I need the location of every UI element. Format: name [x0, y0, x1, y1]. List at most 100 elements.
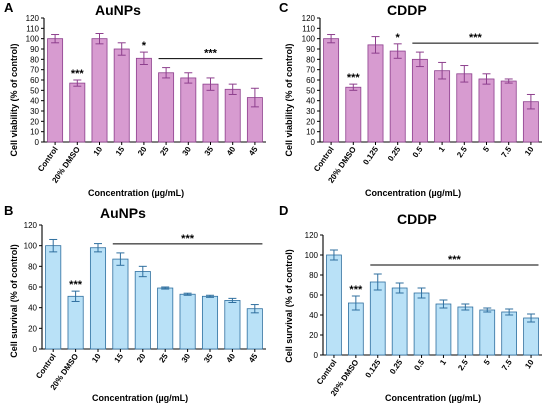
error-bar [73, 79, 82, 87]
x-tick-label: 2.5 [456, 358, 470, 373]
chart-title: AuNPs [100, 205, 146, 221]
error-bar [206, 77, 215, 91]
chart-title: CDDP [387, 2, 427, 18]
x-tick-label: 0.125 [361, 145, 380, 167]
significance-label: *** [347, 72, 361, 84]
bar [157, 287, 174, 350]
bar [369, 281, 386, 356]
error-bar [527, 313, 536, 323]
y-tick-label: 100 [305, 251, 319, 260]
x-tick-label: 20 [135, 352, 148, 365]
x-tick-label: 7.5 [500, 358, 514, 373]
y-tick-label: 80 [309, 271, 318, 280]
y-tick-label: 40 [309, 311, 318, 320]
error-bar [117, 42, 126, 56]
error-bar [483, 307, 492, 313]
x-tick-label: 25 [157, 352, 170, 365]
bar [456, 73, 473, 143]
error-bar [51, 34, 60, 44]
y-tick-label: 0 [35, 138, 40, 147]
y-tick-label: 0 [311, 138, 316, 147]
y-tick-label: 90 [306, 45, 315, 54]
y-tick-label: 80 [28, 262, 37, 271]
x-tick-label: 0.5 [412, 358, 426, 373]
y-tick-label: 20 [306, 117, 315, 126]
error-bar [250, 87, 259, 108]
y-tick-label: 10 [306, 128, 315, 137]
x-axis-label: Concentration (µg/mL) [88, 188, 185, 198]
error-bar [183, 292, 192, 296]
significance-label: *** [71, 68, 85, 80]
x-tick-label: 45 [247, 352, 260, 365]
bar [201, 295, 219, 350]
significance-label: *** [69, 279, 83, 291]
y-tick-label: 120 [302, 14, 316, 23]
error-bar [505, 308, 514, 316]
y-tick-label: 110 [26, 24, 39, 33]
y-tick-label: 100 [24, 242, 38, 251]
x-tick-label: 0.5 [411, 145, 425, 160]
chart-title: CDDP [397, 211, 437, 227]
y-tick-label: 60 [306, 76, 315, 85]
x-tick-label: 0.25 [386, 145, 403, 163]
bar [246, 308, 263, 350]
x-tick-label: 40 [225, 145, 238, 158]
error-bar [49, 238, 58, 253]
bar [411, 58, 428, 143]
error-bar [461, 303, 470, 311]
y-tick-label: 20 [30, 117, 39, 126]
bar [112, 258, 129, 350]
x-tick-label: 20 [136, 145, 149, 158]
y-tick-label: 30 [306, 107, 315, 116]
error-bar [482, 73, 491, 85]
chart-title: AuNPs [95, 2, 141, 18]
significance-label: *** [204, 48, 218, 60]
panel-d: D CDDP Cell survival (% of control) Conc… [275, 203, 550, 406]
y-tick-label: 20 [28, 324, 37, 333]
x-axis-label: Concentration (µg/mL) [365, 188, 462, 198]
error-bar [438, 61, 447, 80]
error-bar [94, 243, 102, 253]
error-bar [139, 51, 148, 65]
bar [457, 306, 474, 356]
error-bar [351, 295, 360, 311]
bar [113, 48, 130, 143]
error-bar [162, 67, 171, 79]
x-tick-label: 35 [203, 145, 216, 158]
y-tick-label: 70 [306, 66, 315, 75]
bar [179, 293, 196, 350]
bar [345, 86, 362, 143]
bar [45, 245, 62, 350]
bar [224, 300, 241, 350]
y-tick-label: 80 [306, 55, 315, 64]
bar [413, 292, 430, 356]
bar [202, 83, 219, 143]
x-tick-label: 35 [202, 352, 215, 365]
y-tick-label: 50 [306, 86, 315, 95]
error-bar [460, 65, 469, 83]
error-bar [250, 304, 259, 314]
y-tick-label: 40 [30, 97, 39, 106]
y-tick-label: 60 [28, 283, 37, 292]
y-tick-label: 0 [314, 351, 319, 360]
error-bar [327, 34, 336, 44]
y-tick-label: 30 [30, 107, 39, 116]
bar [67, 295, 84, 350]
error-bar [395, 282, 404, 294]
error-bar [161, 286, 170, 290]
y-tick-label: 0 [33, 345, 38, 354]
bar [434, 70, 451, 143]
error-bar [138, 265, 147, 278]
bar [158, 72, 175, 143]
y-tick-label: 100 [302, 35, 316, 44]
y-tick-label: 120 [24, 221, 38, 230]
bar [500, 80, 517, 143]
error-bar [439, 299, 448, 309]
bar [69, 82, 86, 143]
error-bar [71, 290, 80, 302]
error-bar [349, 83, 358, 91]
bar [435, 303, 452, 356]
x-tick-label: 10 [92, 145, 105, 158]
